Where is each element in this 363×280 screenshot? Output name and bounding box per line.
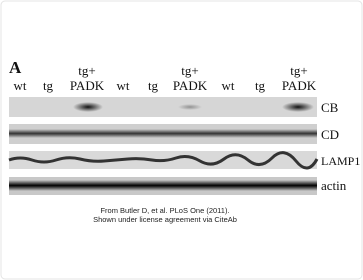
lane-label: PADK [173, 78, 208, 93]
lane-label: tg [255, 78, 266, 93]
band [9, 180, 317, 191]
page: A wt tg tg+ PADK wt tg tg+ PADK wt tg tg… [0, 0, 363, 280]
figure: A wt tg tg+ PADK wt tg tg+ PADK wt tg tg… [0, 0, 363, 280]
lane-label: tg [43, 78, 54, 93]
lane-label: wt [117, 78, 130, 93]
lane-label: tg+ [290, 63, 307, 78]
row-label: CD [321, 127, 339, 142]
lane-label: wt [222, 78, 235, 93]
lane-label: tg [148, 78, 159, 93]
row-label: actin [321, 178, 347, 193]
lane-label: wt [14, 78, 27, 93]
lane-label: PADK [70, 78, 105, 93]
blot-strip [9, 97, 317, 117]
lane-label: tg+ [181, 63, 198, 78]
row-label: CB [321, 100, 339, 115]
caption: Shown under license agreement via CiteAb [93, 215, 237, 224]
band [73, 102, 103, 112]
caption: From Butler D, et al. PLoS One (2011). [100, 206, 229, 215]
row-label: LAMP1 [321, 154, 360, 168]
lane-label: PADK [282, 78, 317, 93]
band [9, 129, 317, 138]
lane-label: tg+ [78, 63, 95, 78]
band [282, 102, 314, 112]
band [178, 104, 202, 110]
panel-label: A [9, 58, 22, 77]
